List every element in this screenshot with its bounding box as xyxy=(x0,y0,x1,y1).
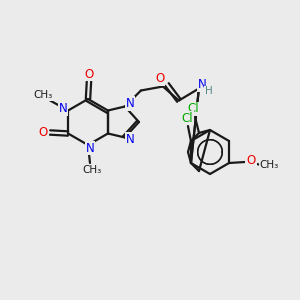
Text: N: N xyxy=(85,142,94,154)
Text: O: O xyxy=(38,126,48,139)
Text: H: H xyxy=(205,86,213,97)
Text: O: O xyxy=(155,72,164,85)
Text: N: N xyxy=(197,78,206,91)
Text: Cl: Cl xyxy=(187,102,199,116)
Text: O: O xyxy=(84,68,94,80)
Text: N: N xyxy=(125,133,134,146)
Text: O: O xyxy=(246,154,256,167)
Text: CH₃: CH₃ xyxy=(34,91,53,100)
Text: N: N xyxy=(125,97,134,110)
Text: Cl: Cl xyxy=(181,112,193,124)
Text: CH₃: CH₃ xyxy=(260,160,279,170)
Text: CH₃: CH₃ xyxy=(82,165,102,175)
Text: N: N xyxy=(59,102,68,115)
